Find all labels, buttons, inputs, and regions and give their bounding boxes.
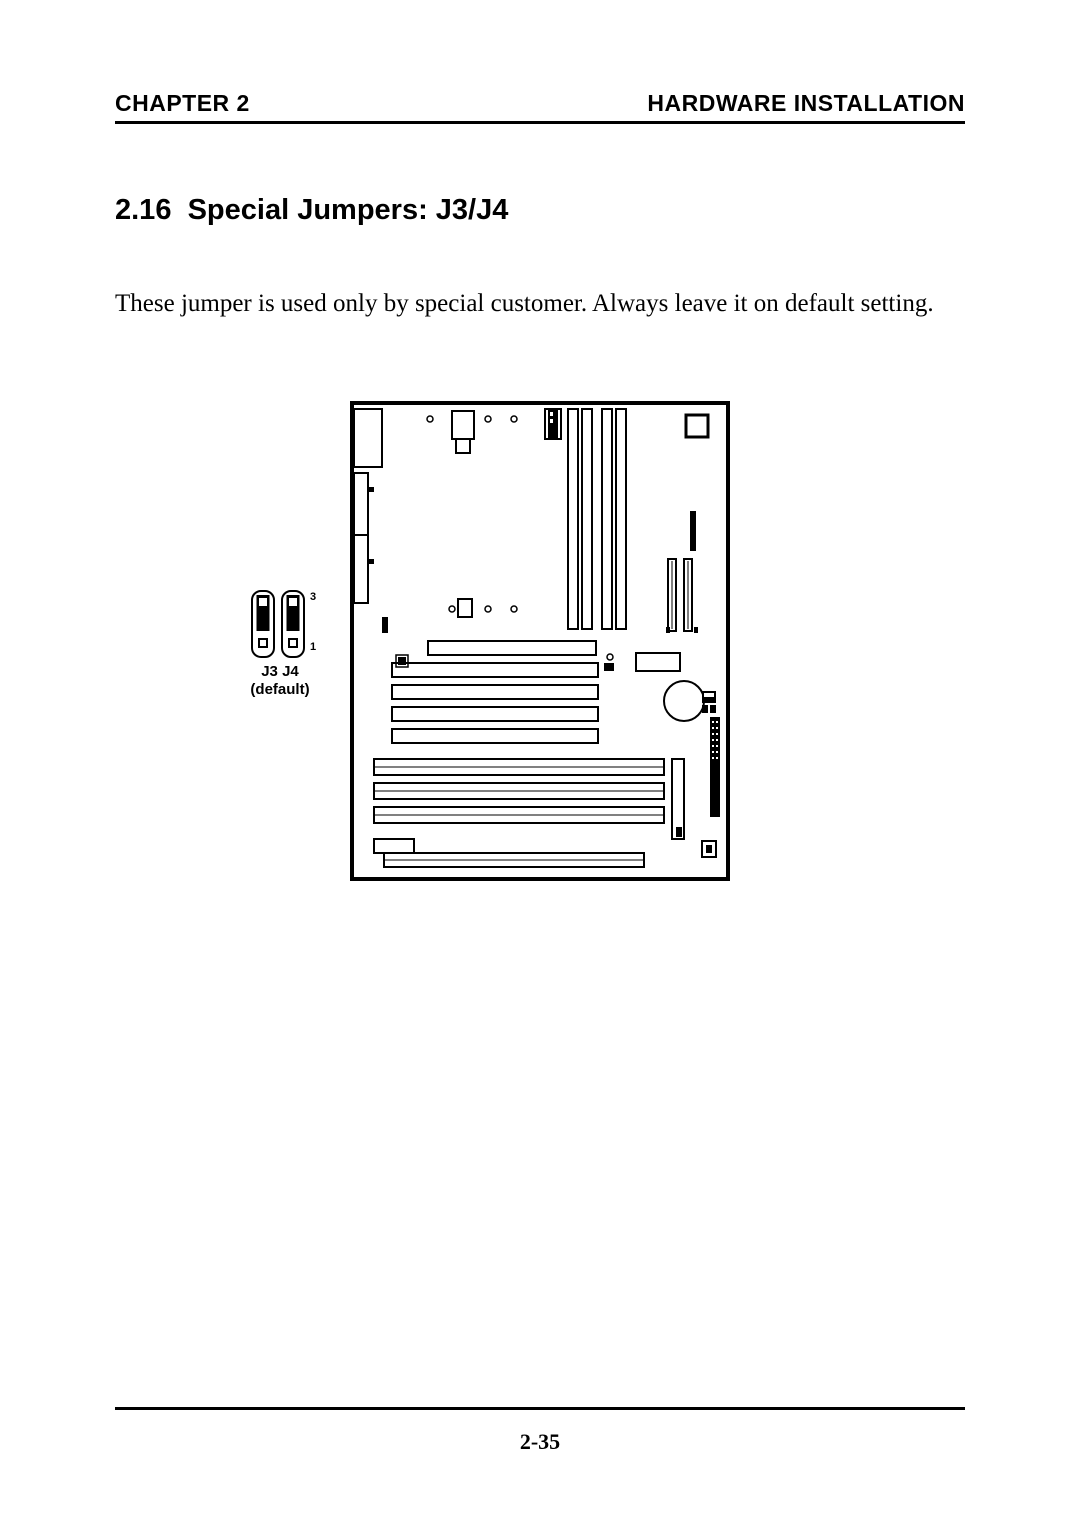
motherboard-diagram: [350, 401, 730, 881]
jumper-label-bottom: (default): [250, 681, 309, 698]
header-title: HARDWARE INSTALLATION: [647, 90, 965, 117]
jumper-icons: [250, 589, 316, 661]
section-heading: 2.16 Special Jumpers: J3/J4: [115, 194, 965, 227]
jumper-detail: 3 1: [250, 589, 316, 666]
jumper-label-top: J3 J4: [261, 663, 299, 680]
page-number: 2-35: [0, 1429, 1080, 1455]
section-title: Special Jumpers: J3/J4: [188, 194, 509, 226]
diagram-container: 3 1 J3 J4 (default): [115, 401, 965, 886]
section-number: 2.16: [115, 194, 171, 226]
pin-label-3: 3: [310, 591, 316, 603]
pin-label-1: 1: [310, 641, 316, 653]
diagram-wrapper: 3 1 J3 J4 (default): [350, 401, 730, 886]
footer-rule: [115, 1407, 965, 1410]
body-paragraph: These jumper is used only by special cus…: [115, 287, 965, 321]
jumper-label: J3 J4 (default): [240, 663, 320, 699]
page-header: CHAPTER 2 HARDWARE INSTALLATION: [115, 90, 965, 124]
chapter-label: CHAPTER 2: [115, 90, 250, 117]
